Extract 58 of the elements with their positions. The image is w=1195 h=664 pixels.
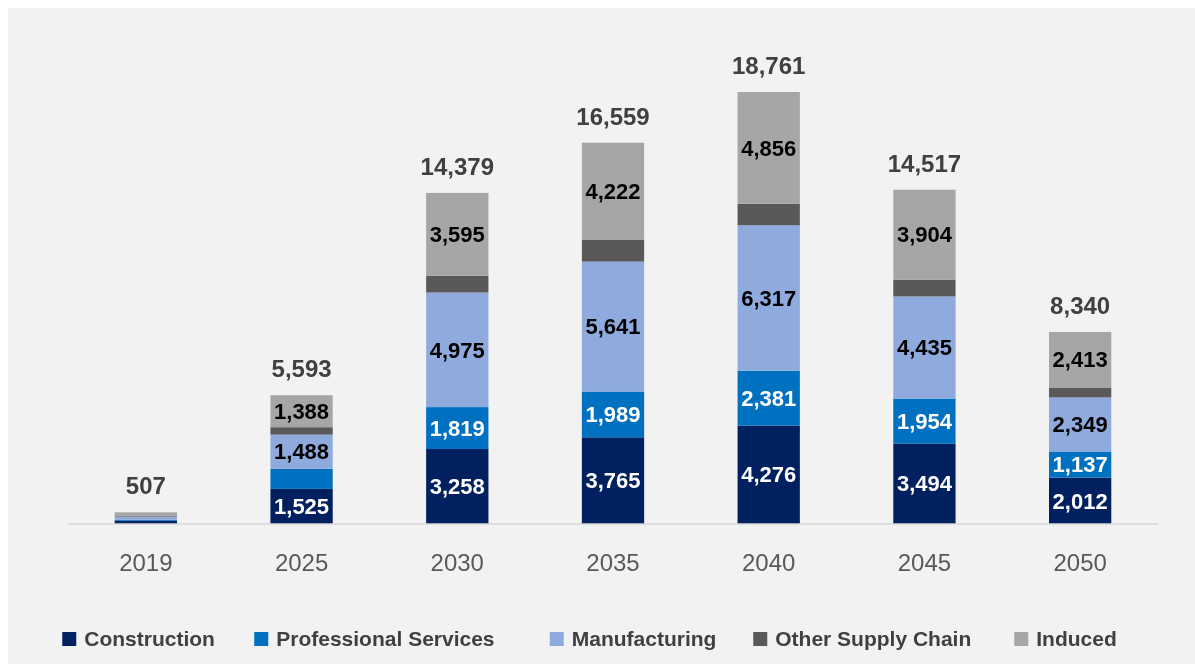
data-label: 4,435 [896,335,952,361]
bar [581,261,645,392]
bar [737,225,800,371]
x-tick-label: 2040 [742,549,796,577]
legend-label: Other Supply Chain [775,627,972,651]
data-label: 1,954 [896,408,953,434]
data-label: 3,904 [896,222,953,248]
bar [893,296,956,399]
bar [893,189,956,280]
legend-label: Induced [1036,627,1117,651]
bar [581,239,645,262]
total-label: 18,761 [732,52,806,79]
legend-label: Construction [84,627,215,651]
x-tick-label: 2035 [586,549,640,577]
data-label: 4,975 [429,337,485,363]
bar [737,425,800,524]
data-label: 1,388 [274,398,330,424]
legend-label: Manufacturing [571,627,717,651]
data-label: 6,317 [741,285,797,311]
data-label: 2,012 [1052,488,1108,514]
bar [737,92,800,204]
bar [426,292,489,408]
bar [581,437,645,524]
total-label: 507 [125,472,166,500]
bar [893,279,956,297]
bar [426,275,489,293]
total-label: 8,340 [1050,291,1111,319]
bar [581,142,645,240]
x-tick-label: 2030 [430,549,484,577]
data-label: 2,413 [1052,347,1108,373]
data-label: 3,765 [585,468,641,494]
x-tick-label: 2019 [119,549,173,577]
data-label: 5,641 [585,314,641,340]
bar [270,427,333,435]
data-label: 1,137 [1052,452,1108,478]
data-label: 4,856 [741,135,797,161]
bar [1049,387,1112,398]
x-tick-label: 2050 [1053,549,1107,577]
total-label: 14,517 [887,149,962,177]
data-label: 1,488 [274,439,330,465]
bar [270,468,333,489]
data-label: 1,819 [429,415,485,441]
x-tick-label: 2045 [897,549,952,577]
data-label: 1,989 [585,402,641,428]
data-label: 2,381 [741,385,797,411]
bar [737,203,800,226]
legend-label: Professional Services [276,627,495,651]
data-label: 4,222 [585,179,641,205]
data-label: 3,494 [896,471,953,497]
total-label: 14,379 [420,152,494,180]
data-label: 3,258 [429,474,485,500]
data-label: 2,349 [1052,412,1108,438]
x-tick-label: 2025 [274,549,329,577]
data-label: 1,525 [274,494,330,520]
total-label: 16,559 [576,102,650,130]
data-label: 3,595 [429,221,485,247]
total-label: 5,593 [271,355,332,383]
data-label: 4,276 [741,462,797,488]
